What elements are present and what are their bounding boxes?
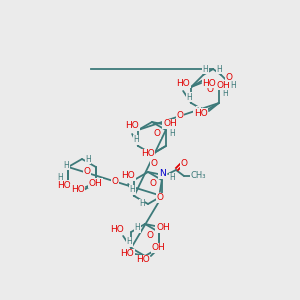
Text: O: O: [151, 158, 158, 167]
Text: HO: HO: [71, 184, 85, 194]
Text: H: H: [143, 149, 149, 158]
Text: HO: HO: [136, 256, 150, 265]
Text: O: O: [146, 232, 154, 241]
Text: O: O: [176, 112, 184, 121]
Text: HO: HO: [125, 122, 139, 130]
Text: O: O: [181, 160, 188, 169]
Text: OH: OH: [163, 119, 177, 128]
Text: O: O: [83, 167, 91, 176]
Text: H: H: [169, 173, 175, 182]
Text: H: H: [169, 130, 175, 139]
Text: OH: OH: [216, 80, 230, 89]
Text: H: H: [230, 80, 236, 89]
Text: HO: HO: [202, 79, 216, 88]
Text: O: O: [226, 73, 232, 82]
Text: O: O: [112, 176, 118, 185]
Text: OH: OH: [156, 224, 170, 232]
Text: H: H: [139, 200, 145, 208]
Text: HO: HO: [141, 149, 155, 158]
Text: OH: OH: [89, 178, 103, 188]
Text: HO: HO: [57, 181, 71, 190]
Text: H: H: [196, 106, 202, 116]
Text: H: H: [57, 172, 63, 182]
Text: H: H: [222, 88, 228, 98]
Text: O: O: [149, 179, 157, 188]
Text: O: O: [154, 130, 160, 139]
Text: HO: HO: [176, 79, 190, 88]
Text: H: H: [186, 92, 192, 101]
Text: H: H: [202, 64, 208, 74]
Text: H: H: [134, 224, 140, 232]
Text: N: N: [159, 169, 165, 178]
Text: H: H: [133, 136, 139, 145]
Text: HO: HO: [194, 109, 208, 118]
Text: H: H: [126, 238, 132, 247]
Text: HO: HO: [110, 226, 124, 235]
Text: O: O: [156, 194, 164, 202]
Text: H: H: [63, 160, 69, 169]
Text: CH₃: CH₃: [190, 172, 206, 181]
Text: OH: OH: [152, 244, 166, 253]
Text: O: O: [206, 85, 214, 94]
Text: H: H: [85, 154, 91, 164]
Text: HO: HO: [120, 250, 134, 259]
Text: H: H: [216, 64, 222, 74]
Text: H: H: [129, 185, 135, 194]
Text: HO: HO: [121, 172, 135, 181]
